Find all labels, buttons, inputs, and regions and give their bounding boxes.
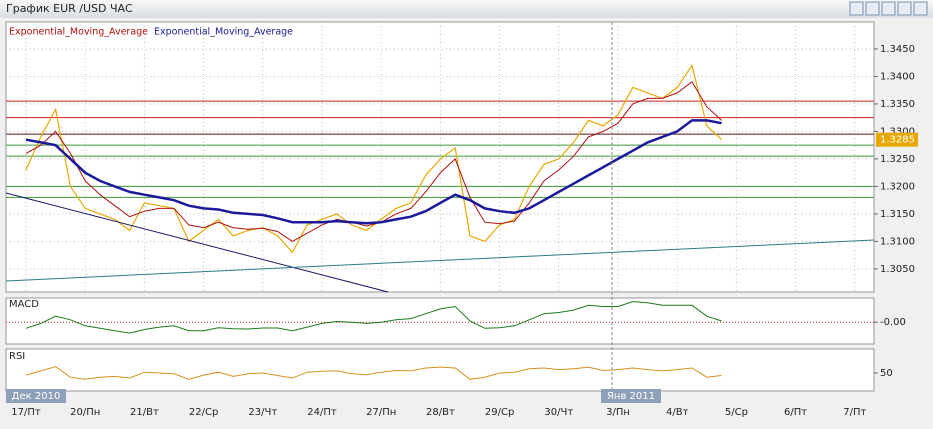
y-tick-label: 50 <box>880 368 893 379</box>
x-tick-label: 29/Ср <box>485 407 514 418</box>
y-tick-label: 1.3050 <box>880 264 915 275</box>
y-tick-label: 1.3150 <box>880 209 915 220</box>
panel-title: RSI <box>9 351 25 362</box>
button[interactable] <box>913 1 928 16</box>
price-line <box>25 366 722 380</box>
period-label: Дек 2010 <box>12 391 61 402</box>
y-tick-label: 1.3300 <box>880 126 915 137</box>
x-tick-label: 6/Пт <box>784 407 807 418</box>
x-tick-label: 28/Вт <box>426 407 455 418</box>
ema-line <box>25 81 722 242</box>
x-tick-label: 30/Чт <box>544 407 573 418</box>
trend-line <box>5 192 389 293</box>
y-tick-label: 1.3250 <box>880 154 915 165</box>
x-tick-label: 5/Ср <box>725 407 748 418</box>
button[interactable] <box>865 1 880 16</box>
x-tick-label: 23/Чт <box>248 407 277 418</box>
x-tick-label: 21/Вт <box>130 407 159 418</box>
period-label: Янв 2011 <box>607 391 655 402</box>
price-line <box>25 63 723 254</box>
y-tick-label: 1.3400 <box>880 71 915 82</box>
button[interactable] <box>849 1 864 16</box>
button[interactable] <box>897 1 912 16</box>
legend-entry: Exponential_Moving_Average <box>154 27 293 38</box>
x-tick-label: 4/Вт <box>666 407 689 418</box>
y-tick-label: 1.3450 <box>880 44 915 55</box>
price-line <box>25 301 722 334</box>
trend-line <box>5 239 875 282</box>
x-tick-label: 27/Пн <box>366 407 396 418</box>
period-badge <box>601 389 661 403</box>
y-tick-label: 1.3200 <box>880 181 915 192</box>
panel-title: MACD <box>9 299 39 310</box>
x-tick-label: 7/Пт <box>843 407 866 418</box>
ema-line <box>25 119 722 225</box>
rsi-panel <box>5 348 875 392</box>
x-tick-label: 3/Пн <box>606 407 630 418</box>
title-bar <box>0 0 933 18</box>
y-tick-label: 1.3350 <box>880 99 915 110</box>
window-buttons[interactable] <box>849 1 928 16</box>
x-tick-label: 20/Пн <box>70 407 100 418</box>
window-title: График EUR /USD ЧАС <box>6 2 133 15</box>
x-tick-label: 22/Ср <box>189 407 218 418</box>
x-tick-label: 24/Пт <box>307 407 337 418</box>
last-price-box <box>876 132 918 147</box>
y-tick-label: 1.3100 <box>880 236 915 247</box>
button[interactable] <box>881 1 896 16</box>
last-price-label: 1.3285 <box>880 135 915 146</box>
legend-entry: Exponential_Moving_Average <box>9 27 148 38</box>
y-tick-label: -0.00 <box>880 317 906 328</box>
macd-panel <box>5 297 875 345</box>
period-badge <box>6 389 66 403</box>
x-tick-label: 17/Пт <box>11 407 41 418</box>
